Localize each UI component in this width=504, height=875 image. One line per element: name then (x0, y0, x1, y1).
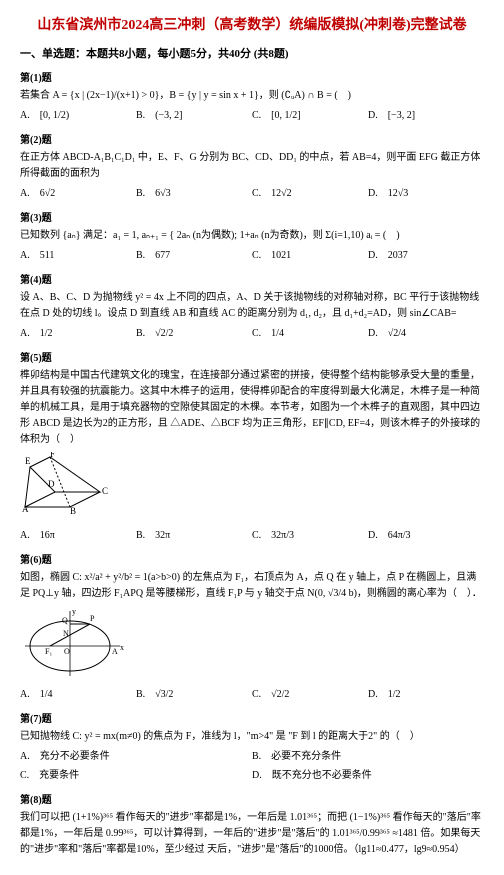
q6-opt-d: D. 1/2 (368, 685, 484, 704)
svg-text:D: D (48, 479, 55, 489)
q4-opt-c: C. 1/4 (252, 324, 368, 343)
q5-opt-d: D. 64π/3 (368, 526, 484, 545)
q3-options: A. 511 B. 677 C. 1021 D. 2037 (20, 246, 484, 265)
q2-number: 第(2)题 (20, 133, 484, 148)
svg-text:O: O (64, 647, 70, 656)
q7-opt-c: C. 充要条件 (20, 766, 252, 785)
svg-text:C: C (102, 486, 108, 496)
q3-opt-c: C. 1021 (252, 246, 368, 265)
q4-opt-a: A. 1/2 (20, 324, 136, 343)
q6-opt-a: A. 1/4 (20, 685, 136, 704)
svg-text:N: N (63, 629, 69, 638)
q7-number: 第(7)题 (20, 712, 484, 727)
q7-opt-d: D. 既不充分也不必要条件 (252, 766, 484, 785)
exam-title: 山东省滨州市2024高三冲刺（高考数学）统编版模拟(冲刺卷)完整试卷 (20, 15, 484, 36)
q1-opt-b: B. (−3, 2] (136, 106, 252, 125)
svg-text:A: A (22, 504, 29, 514)
q7-opt-b: B. 必要不充分条件 (252, 747, 484, 766)
svg-text:A: A (112, 647, 118, 656)
q5-opt-c: C. 32π/3 (252, 526, 368, 545)
svg-text:F₁: F₁ (45, 647, 52, 656)
q1-opt-c: C. [0, 1/2] (252, 106, 368, 125)
q1-text: 若集合 A = {x | (2x−1)/(x+1) > 0}，B = {y | … (20, 88, 484, 104)
q5-opt-b: B. 32π (136, 526, 252, 545)
q1-number: 第(1)题 (20, 71, 484, 86)
q5-text: 榫卯结构是中国古代建筑文化的瑰宝，在连接部分通过紧密的拼接，使得整个结构能够承受… (20, 368, 484, 448)
q2-opt-b: B. 6√3 (136, 184, 252, 203)
q5-options: A. 16π B. 32π C. 32π/3 D. 64π/3 (20, 526, 484, 545)
q4-number: 第(4)题 (20, 273, 484, 288)
q3-number: 第(3)题 (20, 211, 484, 226)
q1-opt-a: A. [0, 1/2) (20, 106, 136, 125)
q7-options: A. 充分不必要条件 B. 必要不充分条件 C. 充要条件 D. 既不充分也不必… (20, 747, 484, 785)
q6-text: 如图，椭圆 C: x²/a² + y²/b² = 1(a>b>0) 的左焦点为 … (20, 570, 484, 602)
svg-text:y: y (72, 607, 76, 616)
q6-opt-b: B. √3/2 (136, 685, 252, 704)
svg-text:E: E (25, 456, 31, 466)
q5-opt-a: A. 16π (20, 526, 136, 545)
section-1-header: 一、单选题：本题共8小题，每小题5分，共40分 (共8题) (20, 46, 484, 63)
q4-options: A. 1/2 B. √2/2 C. 1/4 D. √2/4 (20, 324, 484, 343)
q6-opt-c: C. √2/2 (252, 685, 368, 704)
svg-text:B: B (70, 506, 76, 516)
q5-number: 第(5)题 (20, 351, 484, 366)
q3-text: 已知数列 {aₙ} 满足：a₁ = 1, aₙ₊₁ = { 2aₙ (n为偶数)… (20, 228, 484, 244)
q3-opt-b: B. 677 (136, 246, 252, 265)
q3-opt-d: D. 2037 (368, 246, 484, 265)
q4-opt-b: B. √2/2 (136, 324, 252, 343)
q1-options: A. [0, 1/2) B. (−3, 2] C. [0, 1/2] D. [−… (20, 106, 484, 125)
q7-text: 已知抛物线 C: y² = mx(m≠0) 的焦点为 F，准线为 l，"m>4"… (20, 729, 484, 745)
q4-opt-d: D. √2/4 (368, 324, 484, 343)
q2-opt-c: C. 12√2 (252, 184, 368, 203)
svg-text:x: x (120, 643, 124, 652)
q5-figure: A B C D E F (20, 452, 484, 522)
q2-opt-d: D. 12√3 (368, 184, 484, 203)
q6-figure: x y O F₁ A P Q N (20, 606, 484, 681)
svg-text:Q: Q (62, 616, 68, 625)
q4-text: 设 A、B、C、D 为抛物线 y² = 4x 上不同的四点，A、D 关于该抛物线… (20, 290, 484, 322)
q2-text: 在正方体 ABCD-A₁B₁C₁D₁ 中，E、F、G 分别为 BC、CD、DD₁… (20, 150, 484, 182)
q3-opt-a: A. 511 (20, 246, 136, 265)
svg-text:F: F (50, 452, 55, 459)
q2-options: A. 6√2 B. 6√3 C. 12√2 D. 12√3 (20, 184, 484, 203)
q6-options: A. 1/4 B. √3/2 C. √2/2 D. 1/2 (20, 685, 484, 704)
svg-text:P: P (90, 614, 95, 623)
q6-number: 第(6)题 (20, 553, 484, 568)
q1-opt-d: D. [−3, 2] (368, 106, 484, 125)
q8-number: 第(8)题 (20, 793, 484, 808)
q8-text: 我们可以把 (1+1%)³⁶⁵ 看作每天的"进步"率都是1%，一年后是 1.01… (20, 810, 484, 858)
q7-opt-a: A. 充分不必要条件 (20, 747, 252, 766)
q2-opt-a: A. 6√2 (20, 184, 136, 203)
